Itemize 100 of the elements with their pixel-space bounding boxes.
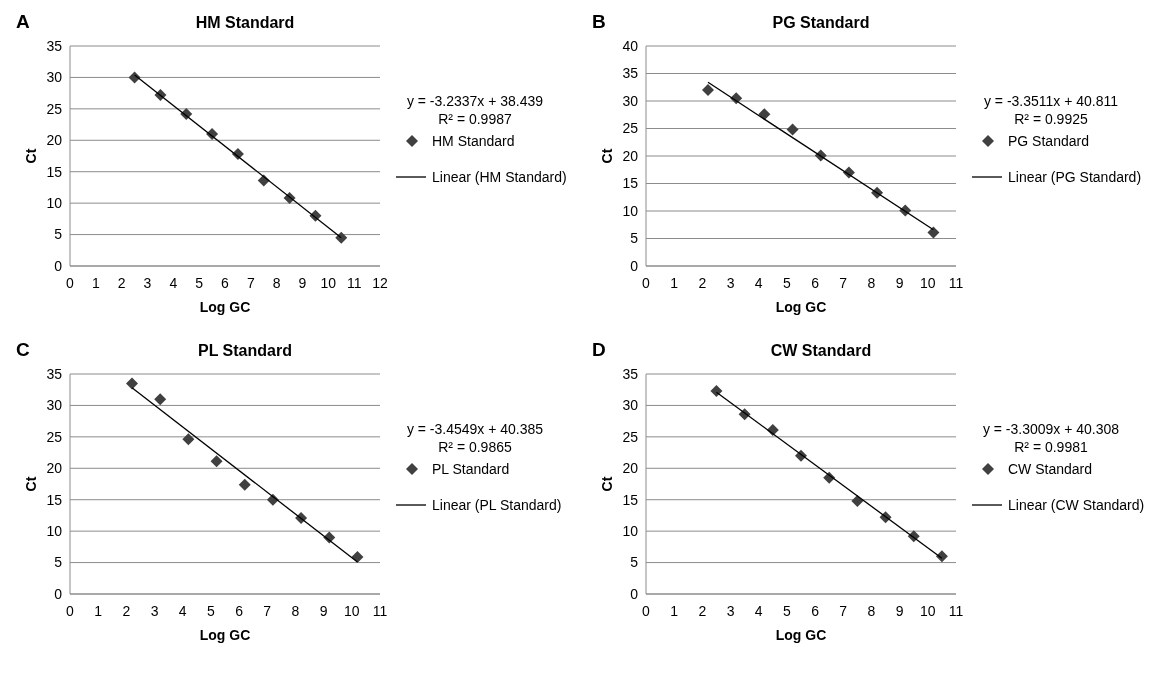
x-axis-title: Log GC xyxy=(199,299,251,315)
x-tick-label: 6 xyxy=(221,275,230,291)
x-tick-label: 3 xyxy=(143,275,152,291)
x-tick-label: 11 xyxy=(346,275,362,291)
y-tick-label: 30 xyxy=(622,397,639,414)
x-tick-label: 1 xyxy=(670,603,679,619)
y-tick-label: 0 xyxy=(54,585,63,602)
text: y = -3.2337x + 38.439 xyxy=(406,93,544,109)
point xyxy=(154,393,167,406)
text: y = -3.3511x + 40.811 xyxy=(983,93,1119,109)
y-tick-label: 30 xyxy=(46,397,63,414)
y-tick-label: 0 xyxy=(630,257,639,274)
legend-label: Linear (HM Standard) xyxy=(432,168,567,185)
y-tick-label: 20 xyxy=(46,132,63,149)
x-tick-label: 9 xyxy=(298,275,307,291)
text: C xyxy=(16,339,30,360)
legend-label: Linear (CW Standard) xyxy=(1008,496,1145,513)
y-tick-label: 5 xyxy=(630,554,639,571)
x-tick-label: 8 xyxy=(272,275,281,291)
x-tick-label: 12 xyxy=(372,275,388,291)
x-tick-label: 7 xyxy=(246,275,255,291)
point xyxy=(927,226,940,239)
chart-title: PL Standard xyxy=(198,342,292,359)
y-tick-label: 40 xyxy=(622,37,639,54)
y-tick-label: 20 xyxy=(622,460,639,477)
y-axis-title: Ct xyxy=(599,476,615,492)
x-tick-label: 8 xyxy=(867,275,876,291)
point xyxy=(126,377,138,390)
chart-title: CW Standard xyxy=(770,342,872,359)
y-tick-label: 5 xyxy=(54,554,63,571)
x-tick-label: 5 xyxy=(783,275,792,291)
x-tick-label: 2 xyxy=(122,603,131,619)
x-tick-label: 8 xyxy=(291,603,300,619)
y-tick-label: 10 xyxy=(622,523,639,540)
y-tick-label: 0 xyxy=(630,585,639,602)
text: A xyxy=(16,11,30,32)
y-tick-label: 25 xyxy=(622,428,639,445)
y-tick-label: 35 xyxy=(622,365,639,382)
legend-label: PL Standard xyxy=(432,460,510,477)
x-axis-title: Log GC xyxy=(775,299,827,315)
x-tick-label: 7 xyxy=(263,603,272,619)
y-tick-label: 10 xyxy=(46,195,63,212)
y-tick-label: 25 xyxy=(46,428,63,445)
x-tick-label: 2 xyxy=(698,275,707,291)
y-tick-label: 35 xyxy=(622,65,639,82)
x-tick-label: 9 xyxy=(895,603,904,619)
point xyxy=(702,84,714,96)
x-tick-label: 6 xyxy=(811,603,820,619)
x-tick-label: 10 xyxy=(920,275,936,291)
x-tick-label: 0 xyxy=(642,275,651,291)
legend-label: CW Standard xyxy=(1008,460,1093,477)
x-tick-label: 4 xyxy=(169,275,178,291)
legend-label: Linear (PG Standard) xyxy=(1008,168,1142,185)
x-tick-label: 2 xyxy=(698,603,707,619)
legend-label: Linear (PL Standard) xyxy=(432,496,562,513)
x-tick-label: 5 xyxy=(195,275,204,291)
text: R² = 0.9865 xyxy=(438,439,512,455)
y-tick-label: 30 xyxy=(46,69,63,86)
x-tick-label: 3 xyxy=(150,603,159,619)
x-tick-label: 8 xyxy=(867,603,876,619)
text: B xyxy=(592,11,606,32)
x-tick-label: 1 xyxy=(94,603,103,619)
y-tick-label: 30 xyxy=(622,92,639,109)
y-tick-label: 35 xyxy=(46,37,63,54)
legend-label: HM Standard xyxy=(432,132,515,149)
y-tick-label: 15 xyxy=(622,491,639,508)
point xyxy=(786,123,799,136)
x-tick-label: 9 xyxy=(319,603,328,619)
y-tick-label: 25 xyxy=(46,100,63,117)
x-tick-label: 5 xyxy=(783,603,792,619)
text: y = -3.4549x + 40.385 xyxy=(406,421,544,437)
x-tick-label: 10 xyxy=(344,603,360,619)
x-tick-label: 1 xyxy=(91,275,100,291)
x-tick-label: 5 xyxy=(207,603,216,619)
chart-title: PG Standard xyxy=(772,14,870,31)
x-axis-title: Log GC xyxy=(199,627,251,643)
x-tick-label: 4 xyxy=(178,603,187,619)
x-tick-label: 0 xyxy=(66,275,75,291)
chart-title: HM Standard xyxy=(195,14,295,31)
text: D xyxy=(592,339,606,360)
y-tick-label: 10 xyxy=(46,523,63,540)
x-tick-label: 9 xyxy=(895,275,904,291)
y-tick-label: 0 xyxy=(54,257,63,274)
x-tick-label: 10 xyxy=(920,603,936,619)
x-tick-label: 4 xyxy=(754,603,763,619)
x-tick-label: 2 xyxy=(117,275,126,291)
y-tick-label: 15 xyxy=(622,175,639,192)
x-tick-label: 3 xyxy=(726,275,735,291)
point xyxy=(238,478,251,491)
point xyxy=(710,384,723,397)
x-tick-label: 7 xyxy=(839,275,848,291)
y-tick-label: 35 xyxy=(46,365,63,382)
x-tick-label: 11 xyxy=(948,275,964,291)
point xyxy=(335,231,348,244)
x-tick-label: 7 xyxy=(839,603,848,619)
text: R² = 0.9981 xyxy=(1014,439,1088,455)
point xyxy=(182,433,195,446)
x-tick-label: 6 xyxy=(235,603,244,619)
x-tick-label: 3 xyxy=(726,603,735,619)
y-tick-label: 15 xyxy=(46,163,63,180)
